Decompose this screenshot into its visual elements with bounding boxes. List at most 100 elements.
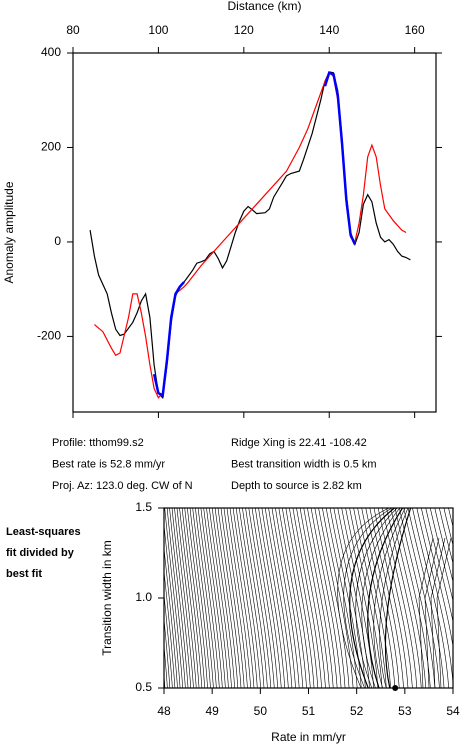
contour-line bbox=[412, 508, 450, 688]
data-line bbox=[152, 71, 357, 398]
x-tick-label: 48 bbox=[157, 704, 171, 718]
x-tick-label: 50 bbox=[254, 704, 268, 718]
contour-line bbox=[179, 508, 200, 688]
x-tick-label: 160 bbox=[405, 23, 425, 37]
x-tick-label: 80 bbox=[66, 23, 80, 37]
contour-line bbox=[187, 508, 208, 688]
best-fit-point bbox=[392, 685, 399, 691]
x-tick-label: 52 bbox=[350, 704, 364, 718]
contour-line bbox=[275, 508, 304, 688]
contour-line bbox=[282, 508, 311, 688]
contour-line bbox=[268, 508, 296, 688]
contour-line bbox=[171, 508, 192, 688]
contour-line bbox=[416, 508, 453, 688]
contour-line bbox=[343, 508, 392, 688]
contour-line bbox=[254, 508, 282, 688]
y-tick-label: 1.5 bbox=[135, 500, 152, 514]
contour-line bbox=[164, 568, 176, 688]
contour-line bbox=[164, 641, 168, 688]
contour-line bbox=[264, 508, 293, 688]
contour-field bbox=[164, 508, 467, 688]
contour-line bbox=[181, 508, 203, 688]
contour-line bbox=[303, 508, 334, 688]
contour-line bbox=[184, 508, 206, 688]
contour-line bbox=[439, 508, 453, 565]
contour-line bbox=[217, 508, 242, 688]
contour-line bbox=[296, 508, 326, 688]
contour-line bbox=[425, 508, 453, 623]
contour-line bbox=[248, 508, 275, 688]
contour-line bbox=[206, 508, 229, 688]
contour-line bbox=[361, 508, 401, 688]
x-tick-label: 120 bbox=[234, 23, 254, 37]
data-line bbox=[94, 70, 407, 399]
contour-line bbox=[386, 508, 422, 688]
x-tick-label: 54 bbox=[446, 704, 460, 718]
contour-line bbox=[278, 508, 307, 688]
y-tick-label: 0 bbox=[54, 234, 61, 248]
contour-line bbox=[333, 508, 366, 688]
y-tick-label: 1.0 bbox=[135, 590, 152, 604]
contour-line bbox=[424, 537, 440, 688]
contour-line bbox=[353, 508, 387, 688]
contour-line bbox=[373, 508, 409, 688]
contour-line bbox=[369, 508, 404, 688]
contour-line bbox=[418, 537, 434, 688]
contour-line bbox=[251, 508, 279, 688]
contour-line bbox=[382, 508, 418, 688]
contour-line bbox=[292, 508, 322, 688]
contour-line bbox=[214, 508, 239, 688]
contour-line bbox=[245, 508, 272, 688]
contour-line bbox=[164, 615, 171, 688]
x-tick-label: 49 bbox=[205, 704, 219, 718]
x-tick-label: 100 bbox=[148, 23, 168, 37]
profile-info: Ridge Xing is 22.41 -108.42 bbox=[231, 437, 367, 449]
contour-line bbox=[379, 508, 409, 688]
contour-line bbox=[355, 508, 398, 688]
contour-line bbox=[174, 508, 194, 688]
profile-info: Proj. Az: 123.0 deg. CW of N bbox=[52, 480, 193, 492]
x-tick-label: 140 bbox=[319, 23, 339, 37]
contour-line bbox=[436, 537, 452, 688]
contour-line bbox=[349, 508, 395, 688]
profile-info: Profile: tthom99.s2 bbox=[52, 437, 144, 449]
contour-line bbox=[271, 508, 300, 688]
contour-line bbox=[434, 508, 453, 583]
contour-line bbox=[407, 508, 445, 688]
contour-line bbox=[421, 508, 453, 648]
contour-line bbox=[209, 508, 232, 688]
x-axis-label: Distance (km) bbox=[227, 0, 301, 13]
contour-line bbox=[189, 508, 211, 688]
contour-line bbox=[463, 508, 467, 688]
contour-line bbox=[226, 508, 252, 688]
contour-line bbox=[192, 508, 214, 688]
contour-line bbox=[307, 508, 338, 688]
contour-line bbox=[211, 508, 235, 688]
contour-line bbox=[166, 508, 186, 688]
contour-line bbox=[452, 508, 453, 509]
contour-line bbox=[345, 508, 379, 688]
contour-line bbox=[429, 508, 453, 602]
contour-line bbox=[235, 508, 261, 688]
contour-line bbox=[367, 508, 404, 688]
contour-line bbox=[329, 508, 362, 688]
contour-line bbox=[164, 545, 178, 688]
contour-line bbox=[458, 508, 467, 688]
y-axis-label: Anomaly amplitude bbox=[2, 181, 16, 283]
contour-line bbox=[322, 508, 354, 688]
contour-line bbox=[232, 508, 258, 688]
y-tick-label: 400 bbox=[41, 45, 61, 59]
contour-line bbox=[164, 508, 184, 688]
contour-line bbox=[285, 508, 315, 688]
contour-line bbox=[384, 508, 412, 688]
contour-line bbox=[197, 508, 220, 688]
y-axis-label: Transition width in km bbox=[100, 540, 114, 656]
contour-line bbox=[200, 508, 223, 688]
x-tick-label: 53 bbox=[398, 704, 412, 718]
x-axis-label: Rate in mm/yr bbox=[271, 730, 346, 744]
contour-line bbox=[318, 508, 350, 688]
contour-line bbox=[314, 508, 346, 688]
contour-line bbox=[357, 508, 391, 688]
contour-line bbox=[337, 508, 390, 688]
